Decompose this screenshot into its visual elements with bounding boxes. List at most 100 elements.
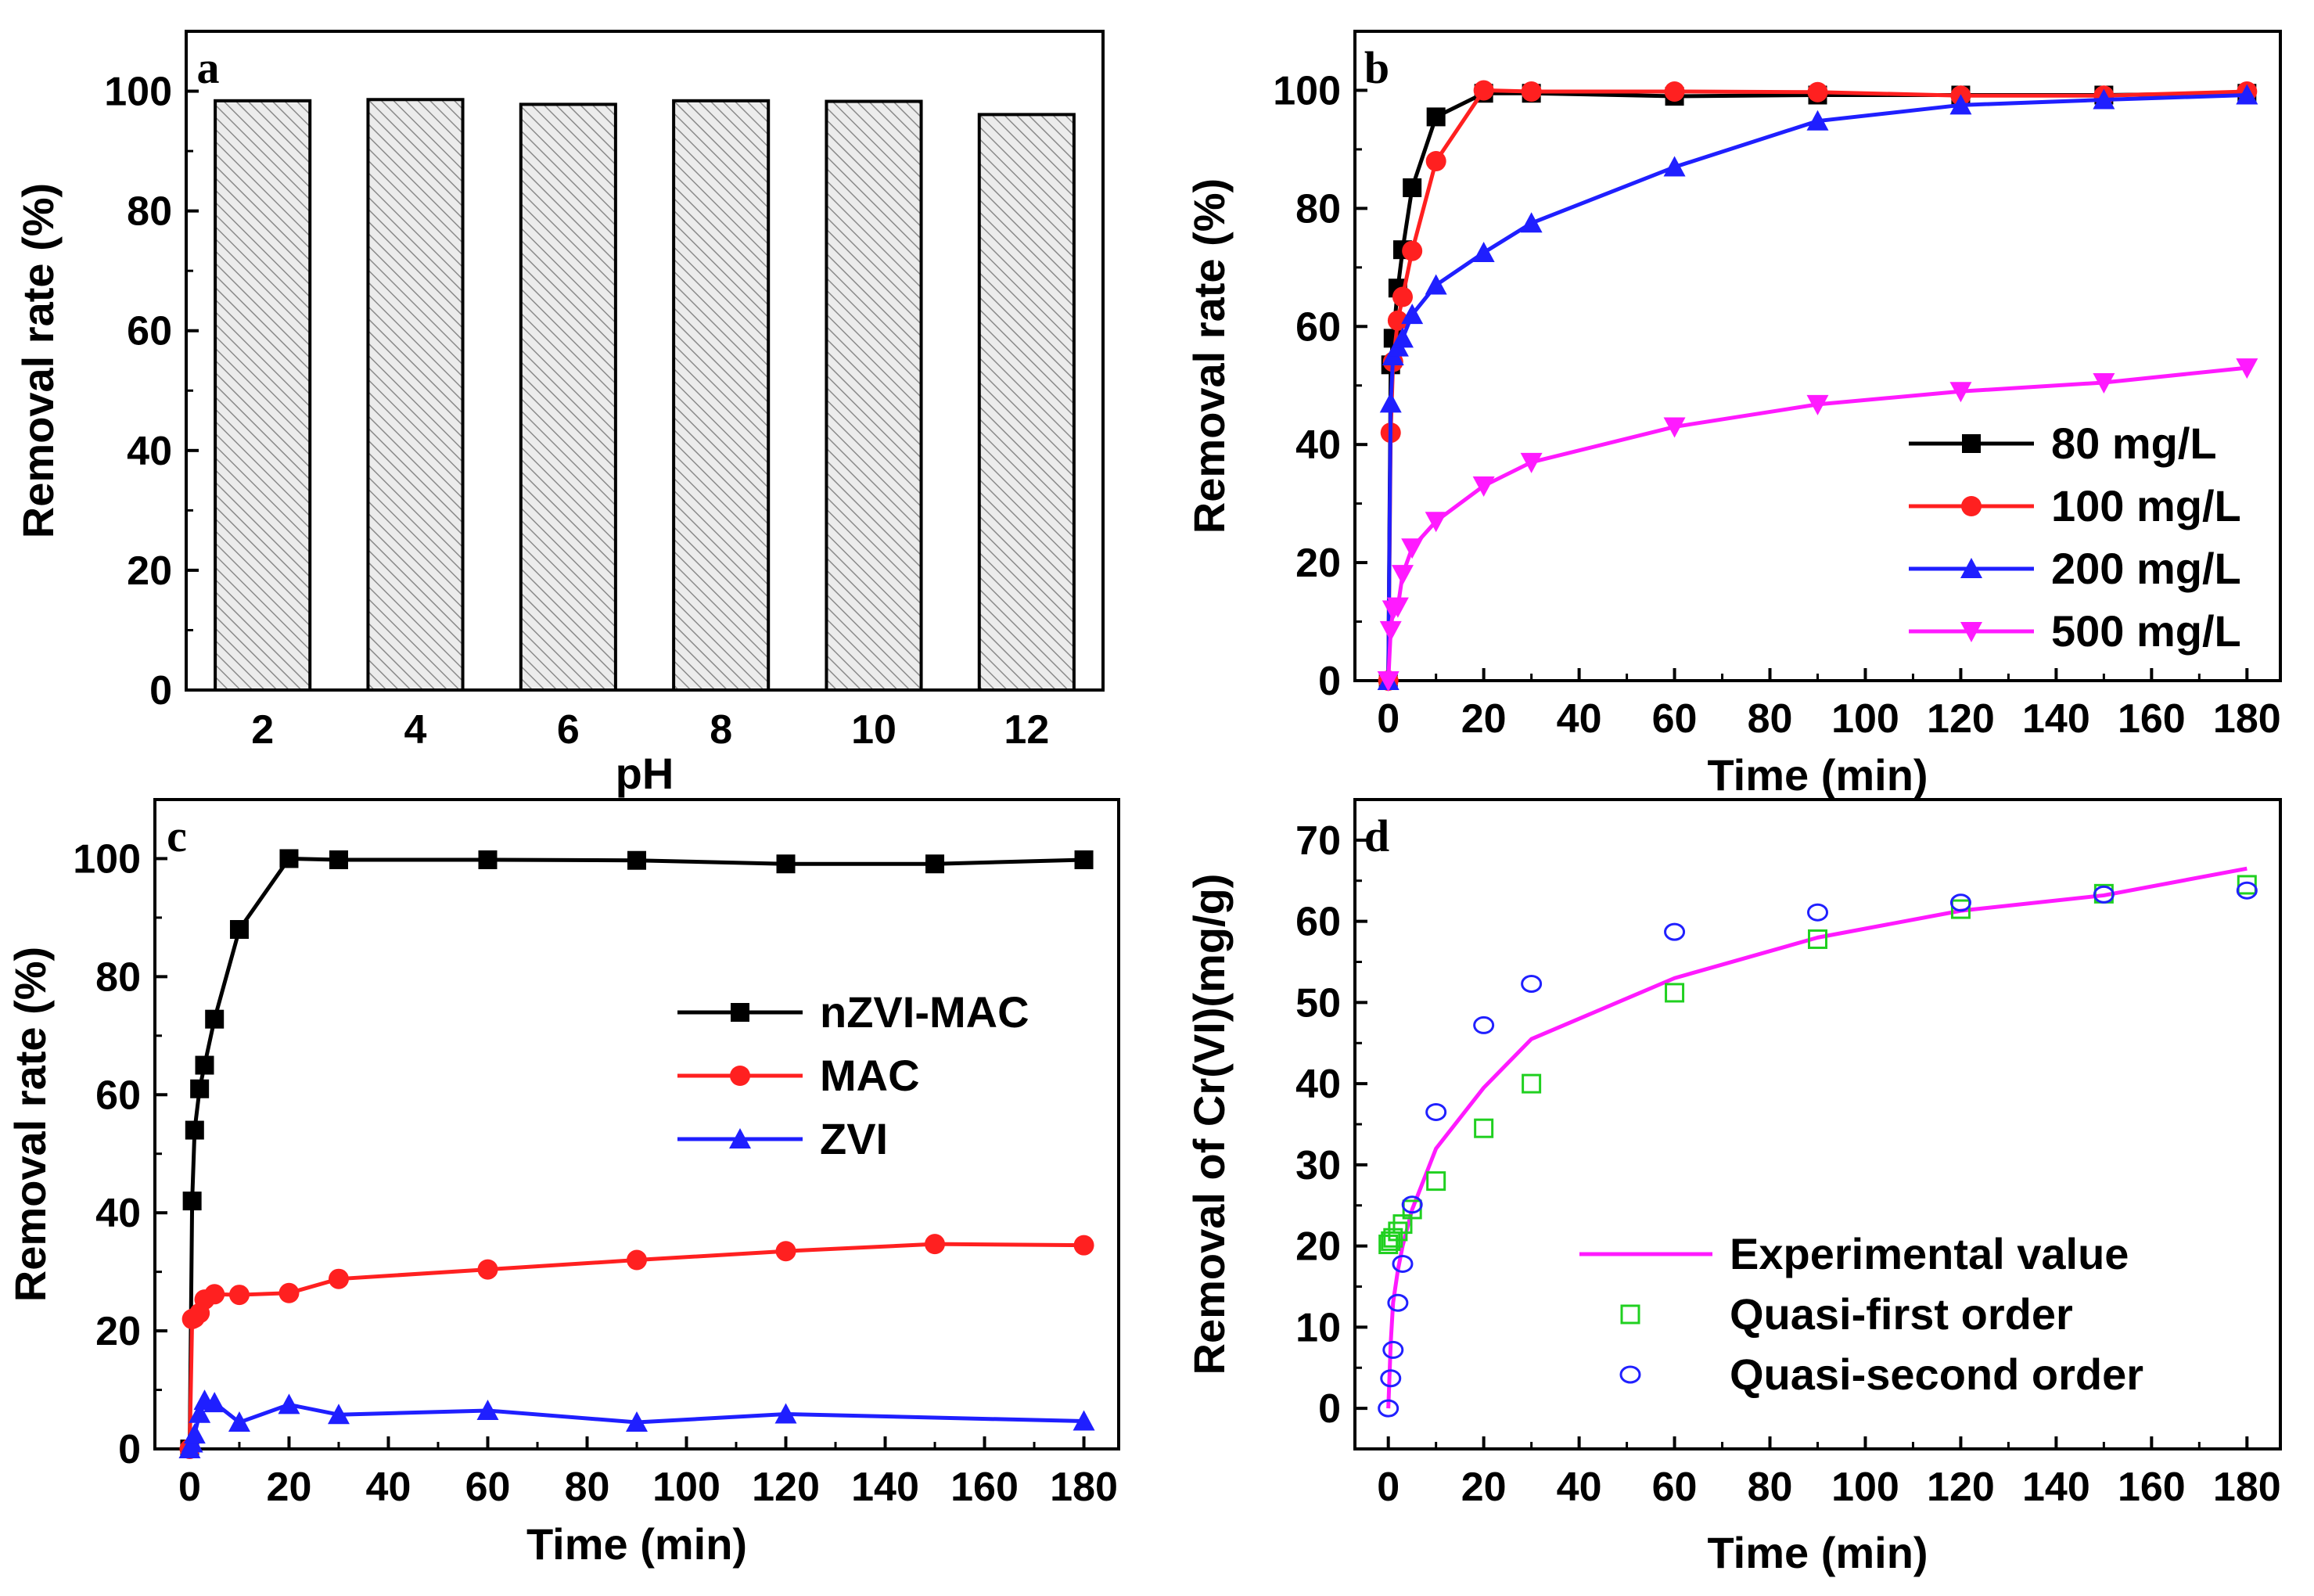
data-point	[2237, 875, 2257, 895]
data-point	[478, 850, 498, 869]
data-point	[1379, 392, 1402, 413]
legend-label: nZVI-MAC	[820, 987, 1029, 1037]
data-point	[1074, 850, 1094, 869]
data-point	[626, 1411, 648, 1432]
data-point	[1520, 452, 1543, 473]
panel-b-line-chart: 0 20 40 60 80 100 0 20 40 60 80 100 120 140 160 180 Time…	[1184, 30, 2282, 800]
panel-label: d	[1364, 811, 1389, 861]
legend-label: Quasi-first order	[1730, 1289, 2073, 1339]
legend-marker	[1620, 1304, 1640, 1325]
data-point	[627, 1249, 647, 1271]
x-tick-label: 40	[1557, 1465, 1602, 1510]
data-point	[1392, 1254, 1414, 1273]
bar	[672, 99, 771, 692]
data-point	[228, 1285, 250, 1306]
data-point	[1401, 538, 1424, 559]
y-tick-label: 100	[73, 836, 141, 882]
y-tick-label: 100	[1273, 68, 1341, 113]
y-tick-label: 40	[127, 429, 172, 474]
y-tick-label: 60	[1295, 900, 1341, 945]
y-tick-label: 100	[104, 70, 172, 115]
y-tick-label: 80	[127, 189, 172, 235]
x-tick-label: 100	[1831, 1465, 1899, 1510]
x-tick-label: 40	[1557, 696, 1602, 742]
y-tick-label: 70	[1295, 818, 1341, 864]
data-point	[1425, 512, 1447, 533]
data-point	[1949, 382, 1972, 403]
x-tick-label: 80	[1748, 1465, 1793, 1510]
data-point	[1073, 1410, 1095, 1431]
legend-marker	[731, 1003, 749, 1022]
x-tick-label: 60	[1652, 696, 1698, 742]
data-point	[1472, 476, 1495, 497]
bar	[825, 99, 923, 692]
panel-c-line-chart: 0 20 40 60 80 100 0 20 40 60 80 100 120 140 160 180 Time…	[5, 798, 1120, 1569]
y-axis-label: Removal of Cr(VI)(mg/g)	[1184, 874, 1234, 1375]
legend-label: 200 mg/L	[2051, 544, 2241, 593]
series-line	[1386, 866, 2248, 1409]
bar	[214, 99, 312, 692]
data-point	[327, 1404, 350, 1425]
data-point	[1402, 240, 1423, 261]
data-point	[185, 1120, 204, 1140]
x-tick-label: 6	[557, 707, 580, 753]
panel-label: a	[197, 42, 220, 93]
x-tick-label: 2	[251, 707, 274, 753]
data-point	[1391, 565, 1414, 586]
x-tick-label: 40	[366, 1465, 411, 1510]
data-point	[1401, 304, 1424, 325]
data-point	[1521, 81, 1542, 102]
panel-label: b	[1364, 42, 1389, 93]
series-line	[187, 856, 1084, 1450]
data-point	[1807, 81, 1828, 102]
legend-label: Experimental value	[1730, 1229, 2129, 1278]
data-point	[229, 920, 249, 939]
y-tick-label: 60	[127, 309, 172, 354]
x-tick-label: 8	[710, 707, 732, 753]
data-point	[1664, 81, 1685, 102]
y-tick-label: 40	[1295, 422, 1341, 468]
data-point	[1426, 107, 1446, 127]
legend-marker	[730, 1066, 750, 1086]
x-tick-label: 0	[1377, 696, 1400, 742]
data-point	[1386, 597, 1409, 618]
data-point	[278, 1393, 300, 1414]
data-point	[1382, 1340, 1404, 1359]
data-point	[774, 1403, 797, 1424]
data-point	[2236, 358, 2258, 379]
x-tick-label: 140	[2022, 1465, 2090, 1510]
legend-marker	[1962, 434, 1981, 453]
data-point	[2093, 88, 2115, 110]
x-axis-label: Time (min)	[526, 1519, 747, 1569]
data-point	[476, 1399, 499, 1420]
data-point	[1392, 286, 1413, 307]
data-point	[1950, 899, 1971, 919]
data-point	[1378, 1399, 1400, 1418]
y-tick-label: 20	[1295, 1224, 1341, 1270]
x-tick-label: 140	[2022, 696, 2090, 742]
data-point	[1806, 110, 1829, 131]
x-tick-label: 100	[1831, 696, 1899, 742]
y-tick-label: 40	[1295, 1062, 1341, 1107]
data-point	[925, 854, 945, 874]
x-axis-label: pH	[616, 749, 674, 798]
legend-marker	[1619, 1365, 1641, 1384]
data-point	[1521, 975, 1543, 994]
data-point	[1425, 274, 1447, 295]
legend-label: 500 mg/L	[2051, 606, 2241, 656]
x-tick-label: 120	[1927, 696, 1995, 742]
data-point	[1520, 212, 1543, 233]
x-tick-label: 80	[565, 1465, 610, 1510]
data-point	[776, 854, 796, 874]
x-tick-label: 60	[465, 1465, 511, 1510]
panel-a-bar-chart: 0 20 40 60 80 100 2 4 6 8 10 12 pH Removal rate (%) a	[13, 30, 1105, 798]
y-tick-label: 20	[1295, 541, 1341, 586]
legend-label: 80 mg/L	[2051, 419, 2217, 468]
y-tick-label: 0	[1318, 659, 1341, 704]
x-tick-label: 120	[1927, 1465, 1995, 1510]
data-point	[278, 1282, 300, 1303]
plot-frame	[153, 798, 1120, 1450]
data-point	[1522, 1073, 1542, 1094]
legend-marker	[1960, 558, 1982, 578]
